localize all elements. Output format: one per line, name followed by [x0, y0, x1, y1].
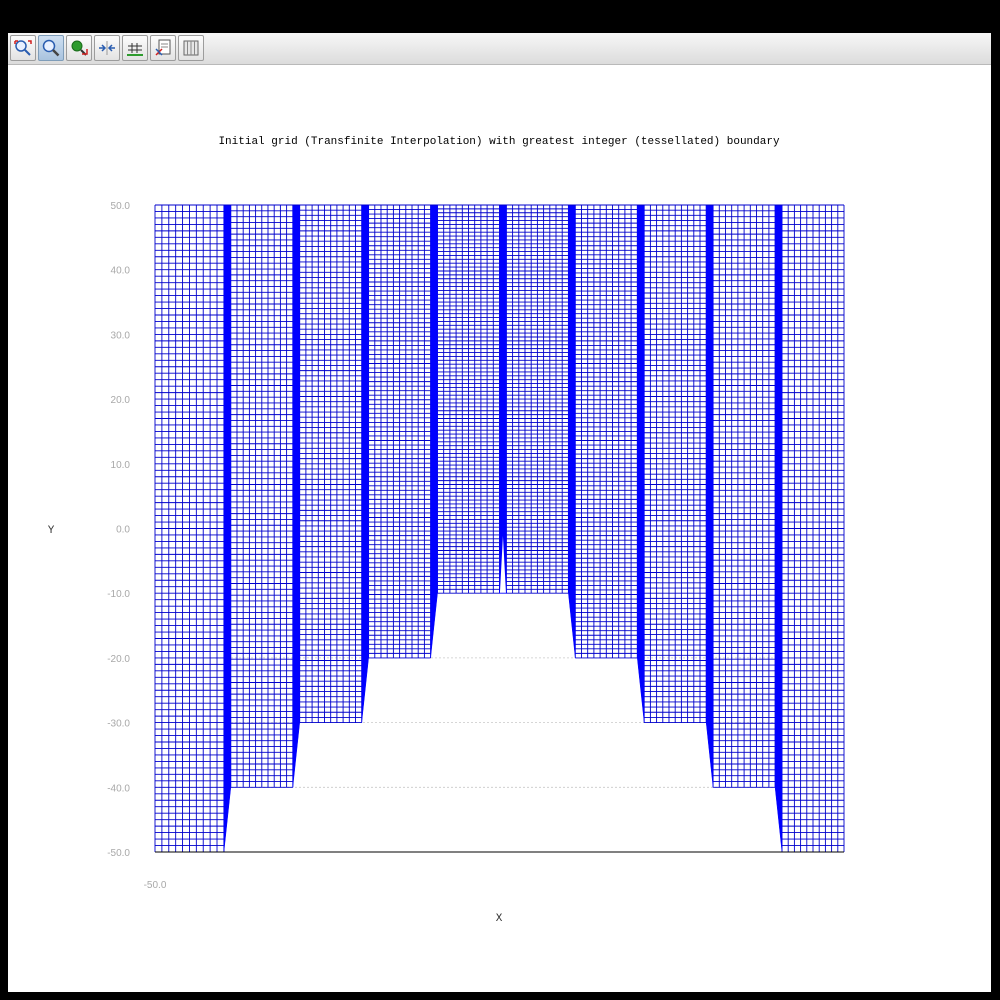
dense-transition-strip	[223, 204, 232, 853]
plot-area[interactable]: Initial grid (Transfinite Interpolation)…	[8, 65, 991, 992]
mesh-segment	[230, 204, 294, 788]
fit-button[interactable]	[94, 35, 120, 61]
dense-transition-strip	[637, 204, 645, 723]
mesh-segment	[712, 204, 776, 788]
fit-icon	[99, 41, 115, 55]
mesh-lines	[230, 204, 294, 788]
dense-transition-strip	[430, 204, 438, 658]
export-button[interactable]	[150, 35, 176, 61]
y-tick-label: 30.0	[111, 330, 131, 341]
y-tick-label: -30.0	[107, 719, 130, 730]
export-icon	[155, 39, 171, 56]
grid-toggle-button[interactable]	[122, 35, 148, 61]
y-tick-labels: 50.0 40.0 30.0 20.0 10.0 0.0 -10.0 -20.0 -30.0 -4…	[107, 201, 130, 859]
mesh-lines	[505, 204, 569, 594]
mesh-grid	[154, 204, 845, 853]
plot-window: Initial grid (Transfinite Interpolation)…	[8, 33, 991, 992]
table-icon	[183, 40, 199, 56]
x-axis-label: X	[496, 913, 503, 925]
grid-toggle-icon	[127, 43, 143, 56]
zoom-reset-icon	[14, 40, 32, 56]
dense-transition-strip	[568, 204, 576, 658]
mesh-segment	[368, 204, 432, 659]
y-tick-label: -50.0	[107, 848, 130, 859]
mesh-lines	[154, 204, 225, 853]
mesh-lines	[781, 204, 845, 853]
dense-transition-strip	[705, 204, 714, 788]
mesh-lines	[643, 204, 707, 724]
mesh-lines	[299, 204, 363, 724]
y-axis-label: Y	[48, 525, 55, 537]
y-tick-label: -20.0	[107, 654, 130, 665]
mesh-lines	[712, 204, 776, 788]
pan-button[interactable]	[66, 35, 92, 61]
zoom-reset-button[interactable]	[10, 35, 36, 61]
mesh-segment	[299, 204, 363, 724]
mesh-chart: Initial grid (Transfinite Interpolation)…	[48, 136, 845, 925]
plot-toolbar	[8, 33, 991, 65]
mesh-segment	[643, 204, 707, 724]
mesh-segment	[154, 204, 225, 853]
mesh-segment	[574, 204, 638, 659]
mesh-segment	[505, 204, 569, 594]
center-peak-notch	[499, 528, 507, 594]
y-tick-label: -10.0	[107, 589, 130, 600]
dense-transition-strip	[774, 204, 783, 853]
mesh-lines	[437, 204, 500, 594]
mesh-lines	[574, 204, 638, 659]
zoom-icon	[42, 39, 60, 57]
x-tick-label: -50.0	[144, 880, 167, 891]
dense-transition-strip	[361, 204, 369, 723]
y-tick-label: 50.0	[111, 201, 131, 212]
y-tick-label: -40.0	[107, 783, 130, 794]
y-tick-label: 20.0	[111, 395, 131, 406]
mesh-lines	[368, 204, 432, 659]
mesh-segment	[781, 204, 845, 853]
chart-title: Initial grid (Transfinite Interpolation)…	[218, 136, 779, 148]
x-tick-labels: -50.0	[144, 880, 167, 891]
dense-transition-strip	[292, 204, 300, 788]
zoom-button[interactable]	[38, 35, 64, 61]
y-tick-label: 0.0	[116, 525, 130, 536]
reference-lines	[155, 657, 844, 788]
y-tick-label: 10.0	[111, 460, 131, 471]
table-button[interactable]	[178, 35, 204, 61]
y-tick-label: 40.0	[111, 266, 131, 277]
pan-icon	[71, 40, 88, 56]
mesh-segment	[437, 204, 500, 594]
